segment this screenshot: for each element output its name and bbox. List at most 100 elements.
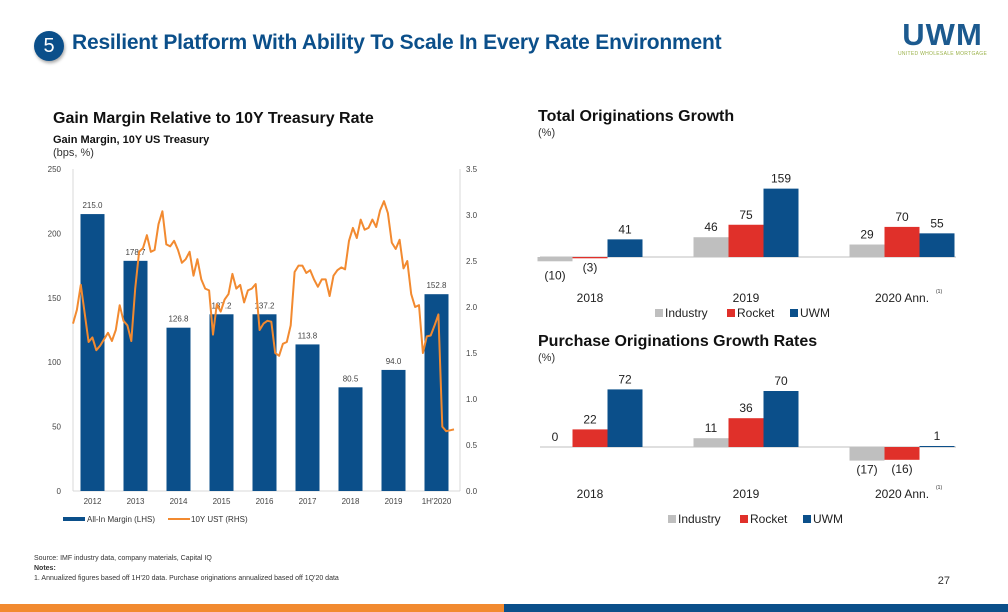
bar-data-label: (10) (544, 268, 565, 282)
bar-data-label: 72 (618, 372, 632, 386)
bar-data-label: 94.0 (386, 357, 402, 366)
x-axis-tick-label: 2012 (84, 497, 102, 506)
right-axis-tick-label: 1.5 (466, 349, 478, 358)
uwm-bar (607, 239, 643, 257)
total-originations-chart-title: Total Originations Growth (538, 108, 735, 125)
gain-margin-chart-title: Gain Margin Relative to 10Y Treasury Rat… (53, 110, 374, 127)
industry-bar (693, 237, 729, 257)
legend-swatch-rocket (727, 309, 735, 317)
bar-data-label: 75 (739, 208, 753, 222)
industry-bar (693, 438, 729, 447)
purchase-originations-chart-title: Purchase Originations Growth Rates (538, 333, 818, 350)
bar-data-label: 22 (583, 412, 597, 426)
bar-data-label: 1 (934, 429, 941, 443)
legend-label-rocket: Rocket (737, 306, 775, 320)
legend-label-all-in-margin: All-In Margin (LHS) (87, 515, 155, 524)
all-in-margin-bar (252, 314, 277, 491)
right-axis-tick-label: 1.0 (466, 395, 478, 404)
bar-data-label: 113.8 (298, 331, 318, 340)
left-axis-tick-label: 250 (48, 165, 62, 174)
legend-swatch-uwm (803, 515, 811, 523)
category-footnote-marker: (1) (936, 289, 942, 295)
rocket-bar (884, 447, 920, 460)
bar-data-label: (16) (891, 462, 912, 476)
legend-swatch-rocket (740, 515, 748, 523)
rocket-bar (884, 226, 920, 257)
legend-swatch-industry (655, 309, 663, 317)
uwm-bar (763, 391, 799, 447)
legend-swatch-all-in-margin (63, 517, 85, 521)
rocket-bar (728, 418, 764, 447)
x-axis-tick-label: 2013 (127, 497, 145, 506)
note-1: 1. Annualized figures based off 1H'20 da… (34, 575, 339, 582)
all-in-margin-bar (80, 214, 105, 491)
x-axis-tick-label: 2017 (299, 497, 317, 506)
all-in-margin-bar (166, 327, 191, 491)
all-in-margin-bar (295, 344, 320, 491)
uwm-bar (607, 389, 643, 447)
right-axis-tick-label: 2.5 (466, 257, 478, 266)
left-axis-tick-label: 0 (57, 487, 62, 496)
legend-swatch-industry (668, 515, 676, 523)
purchase-originations-chart: 0 22 72 2018 11 36 70 2019 (17) (16) 1 2020 Ann. (1)… (540, 372, 956, 526)
bar-data-label: 0 (552, 430, 559, 444)
notes-label: Notes: (34, 565, 56, 572)
legend-label-industry: Industry (665, 306, 708, 320)
rocket-bar (572, 429, 608, 447)
total-originations-chart-units: (%) (538, 127, 556, 139)
x-axis-tick-label: 2015 (213, 497, 231, 506)
all-in-margin-bar (381, 369, 406, 491)
legend-label-industry: Industry (678, 512, 721, 526)
category-footnote-marker: (1) (936, 485, 942, 491)
bar-data-label: 29 (860, 228, 874, 242)
footer-orange-band (0, 604, 504, 612)
gain-margin-chart: 0 50 100 150 200 250 0.0 0.5 1.0 1.5 2.0 2.5 3.0 3.5 2… (48, 165, 478, 524)
legend-label-uwm: UWM (800, 306, 830, 320)
category-label: 2020 Ann. (875, 487, 929, 501)
gain-margin-chart-units: (bps, %) (53, 147, 94, 159)
legend-swatch-uwm (790, 309, 798, 317)
legend-label-10y-ust: 10Y UST (RHS) (191, 515, 248, 524)
bar-data-label: 137.2 (254, 301, 275, 310)
all-in-margin-bar (209, 314, 234, 491)
right-axis-tick-label: 3.0 (466, 211, 478, 220)
category-label: 2019 (733, 487, 760, 501)
bar-data-label: 70 (895, 210, 909, 224)
bar-data-label: 55 (930, 216, 944, 230)
uwm-logo: UWM UNITED WHOLESALE MORTGAGE (898, 17, 987, 57)
logo-wordmark: UWM (902, 17, 983, 52)
total-originations-chart: (10) (3) 41 2018 46 75 159 2019 29 70 55 2020 Ann. (… (537, 172, 956, 320)
footer-blue-band (504, 604, 1008, 612)
uwm-bar (919, 233, 955, 257)
category-label: 2019 (733, 291, 760, 305)
gain-margin-chart-subtitle: Gain Margin, 10Y US Treasury (53, 134, 210, 146)
right-axis-tick-label: 2.0 (466, 303, 478, 312)
page-title: Resilient Platform With Ability To Scale… (72, 31, 722, 54)
bar-data-label: 80.5 (343, 374, 359, 383)
legend-swatch-10y-ust (168, 518, 190, 520)
page-number: 27 (937, 575, 950, 587)
rocket-bar (728, 224, 764, 257)
rocket-bar (572, 257, 608, 259)
right-axis-tick-label: 0.0 (466, 487, 478, 496)
bar-data-label: 70 (774, 374, 788, 388)
industry-bar (849, 447, 885, 461)
bar-data-label: 215.0 (82, 201, 103, 210)
bar-data-label: 159 (771, 172, 791, 186)
all-in-margin-bar (123, 260, 148, 491)
category-label: 2018 (577, 291, 604, 305)
bar-data-label: 36 (739, 401, 753, 415)
uwm-bar (763, 188, 799, 257)
x-axis-tick-label: 1H'2020 (422, 497, 452, 506)
left-axis-tick-label: 200 (48, 229, 62, 238)
bar-data-label: 178.7 (125, 248, 146, 257)
bar-data-label: 11 (705, 421, 718, 435)
bar-data-label: (17) (856, 463, 877, 477)
source-text: Source: IMF industry data, company mater… (34, 555, 212, 562)
category-label: 2020 Ann. (875, 291, 929, 305)
x-axis-tick-label: 2019 (385, 497, 403, 506)
bar-data-label: 152.8 (426, 281, 447, 290)
x-axis-tick-label: 2014 (170, 497, 188, 506)
left-axis-tick-label: 50 (52, 423, 61, 432)
bar-data-label: (3) (583, 260, 598, 274)
